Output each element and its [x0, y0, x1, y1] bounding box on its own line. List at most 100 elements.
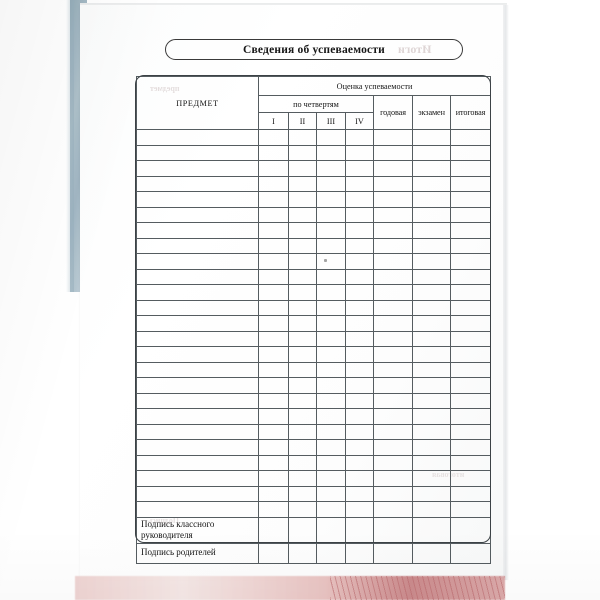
cell-grade[interactable]	[373, 253, 413, 270]
cell-grade[interactable]	[345, 268, 374, 285]
cell-grade[interactable]	[258, 423, 289, 440]
cell-grade[interactable]	[316, 470, 346, 487]
cell-grade[interactable]	[412, 191, 451, 208]
cell-grade[interactable]	[449, 485, 492, 502]
cell-grade[interactable]	[373, 423, 413, 440]
cell-grade[interactable]	[288, 377, 317, 394]
cell-grade[interactable]	[258, 439, 289, 456]
cell-grade[interactable]	[288, 284, 317, 301]
cell-grade[interactable]	[449, 315, 492, 332]
cell-grade[interactable]	[345, 377, 374, 394]
cell-grade[interactable]	[288, 268, 317, 285]
cell-signature[interactable]	[316, 542, 346, 564]
cell-grade[interactable]	[288, 299, 317, 316]
cell-grade[interactable]	[316, 439, 346, 456]
cell-grade[interactable]	[449, 454, 492, 471]
cell-grade[interactable]	[345, 129, 374, 146]
cell-subject[interactable]	[136, 284, 259, 301]
cell-subject[interactable]	[136, 361, 259, 378]
cell-grade[interactable]	[412, 470, 451, 487]
cell-signature[interactable]	[373, 516, 413, 544]
cell-grade[interactable]	[288, 315, 317, 332]
cell-grade[interactable]	[449, 237, 492, 254]
cell-grade[interactable]	[316, 377, 346, 394]
cell-grade[interactable]	[373, 315, 413, 332]
cell-grade[interactable]	[449, 501, 492, 518]
cell-grade[interactable]	[258, 501, 289, 518]
cell-grade[interactable]	[316, 129, 346, 146]
cell-signature[interactable]	[412, 542, 451, 564]
cell-grade[interactable]	[412, 485, 451, 502]
cell-grade[interactable]	[316, 160, 346, 177]
cell-grade[interactable]	[412, 439, 451, 456]
cell-grade[interactable]	[288, 253, 317, 270]
cell-grade[interactable]	[345, 454, 374, 471]
cell-signature[interactable]	[316, 516, 346, 544]
cell-grade[interactable]	[258, 470, 289, 487]
cell-grade[interactable]	[345, 501, 374, 518]
cell-grade[interactable]	[258, 330, 289, 347]
cell-grade[interactable]	[258, 206, 289, 223]
cell-grade[interactable]	[288, 330, 317, 347]
cell-grade[interactable]	[373, 299, 413, 316]
cell-grade[interactable]	[412, 423, 451, 440]
cell-grade[interactable]	[316, 315, 346, 332]
cell-grade[interactable]	[449, 253, 492, 270]
cell-grade[interactable]	[345, 346, 374, 363]
cell-grade[interactable]	[449, 361, 492, 378]
cell-grade[interactable]	[345, 315, 374, 332]
cell-grade[interactable]	[412, 284, 451, 301]
cell-grade[interactable]	[412, 129, 451, 146]
cell-grade[interactable]	[373, 346, 413, 363]
cell-subject[interactable]	[136, 299, 259, 316]
cell-grade[interactable]	[316, 284, 346, 301]
cell-subject[interactable]	[136, 470, 259, 487]
cell-grade[interactable]	[373, 129, 413, 146]
cell-grade[interactable]	[449, 175, 492, 192]
cell-grade[interactable]	[449, 144, 492, 161]
cell-grade[interactable]	[412, 268, 451, 285]
cell-grade[interactable]	[316, 253, 346, 270]
cell-grade[interactable]	[345, 206, 374, 223]
cell-grade[interactable]	[258, 222, 289, 239]
cell-subject[interactable]	[136, 454, 259, 471]
cell-subject[interactable]	[136, 206, 259, 223]
cell-grade[interactable]	[258, 392, 289, 409]
cell-grade[interactable]	[288, 485, 317, 502]
cell-signature[interactable]	[373, 542, 413, 564]
cell-subject[interactable]	[136, 408, 259, 425]
cell-grade[interactable]	[316, 237, 346, 254]
cell-grade[interactable]	[449, 284, 492, 301]
cell-grade[interactable]	[412, 346, 451, 363]
cell-grade[interactable]	[449, 299, 492, 316]
cell-grade[interactable]	[345, 423, 374, 440]
cell-grade[interactable]	[449, 191, 492, 208]
cell-grade[interactable]	[288, 191, 317, 208]
cell-subject[interactable]	[136, 129, 259, 146]
cell-grade[interactable]	[258, 299, 289, 316]
cell-grade[interactable]	[258, 268, 289, 285]
cell-grade[interactable]	[316, 392, 346, 409]
cell-grade[interactable]	[449, 377, 492, 394]
cell-grade[interactable]	[288, 439, 317, 456]
cell-grade[interactable]	[288, 501, 317, 518]
cell-grade[interactable]	[412, 392, 451, 409]
cell-grade[interactable]	[373, 377, 413, 394]
cell-signature[interactable]	[288, 542, 317, 564]
cell-grade[interactable]	[345, 191, 374, 208]
cell-grade[interactable]	[316, 485, 346, 502]
cell-grade[interactable]	[288, 470, 317, 487]
cell-subject[interactable]	[136, 485, 259, 502]
cell-grade[interactable]	[412, 454, 451, 471]
cell-subject[interactable]	[136, 330, 259, 347]
cell-grade[interactable]	[345, 299, 374, 316]
cell-grade[interactable]	[345, 392, 374, 409]
cell-subject[interactable]	[136, 222, 259, 239]
cell-grade[interactable]	[258, 361, 289, 378]
cell-grade[interactable]	[412, 237, 451, 254]
cell-grade[interactable]	[412, 206, 451, 223]
cell-grade[interactable]	[316, 206, 346, 223]
cell-grade[interactable]	[288, 454, 317, 471]
cell-grade[interactable]	[449, 268, 492, 285]
cell-grade[interactable]	[345, 330, 374, 347]
